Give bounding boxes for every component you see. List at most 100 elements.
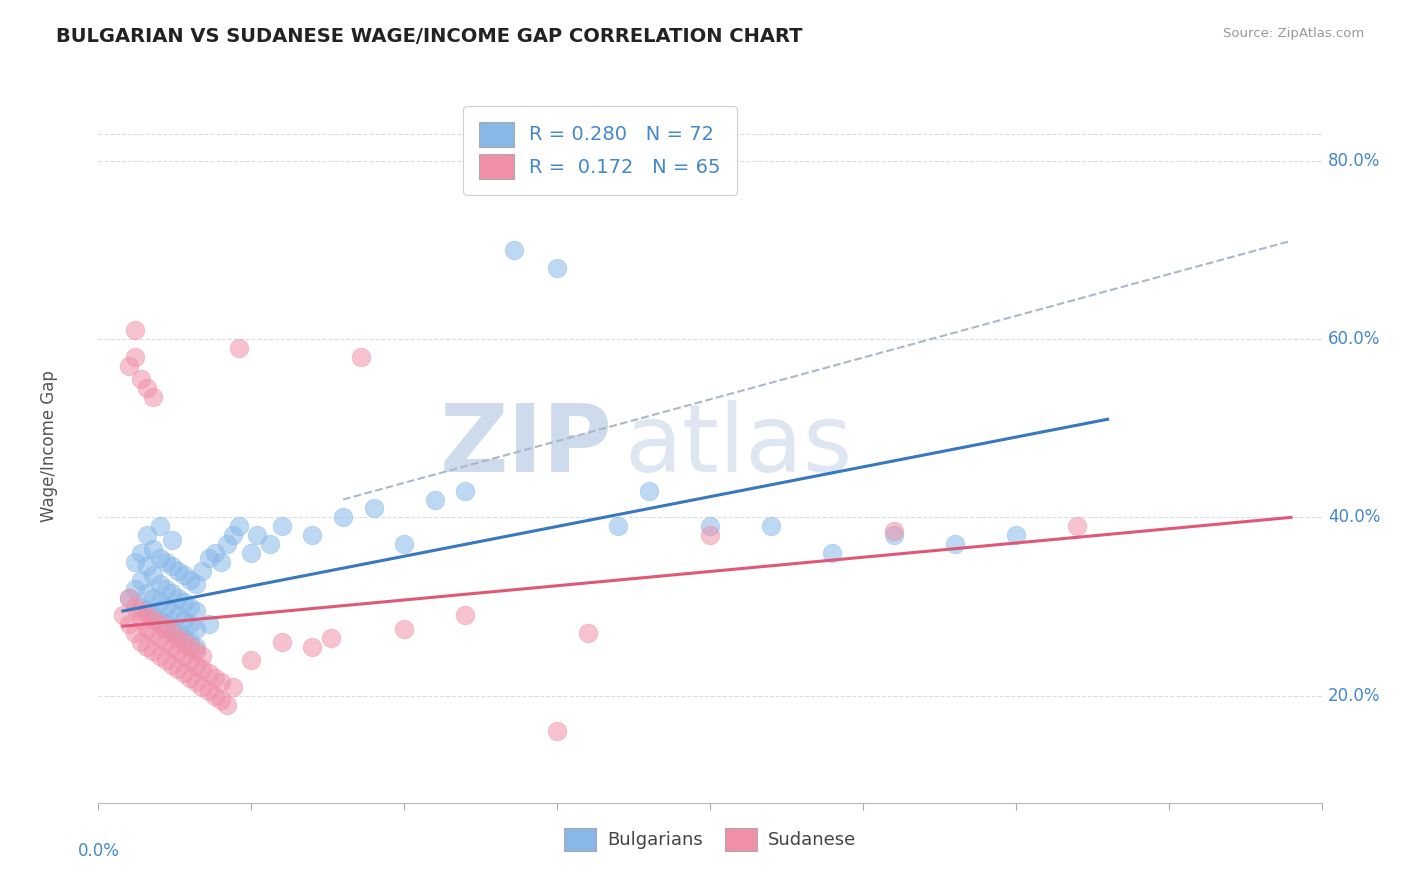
Point xyxy=(118,359,141,373)
Point xyxy=(173,613,195,627)
Point xyxy=(167,564,190,578)
Point xyxy=(155,555,177,569)
Point xyxy=(155,617,177,632)
Point xyxy=(546,724,568,739)
Point xyxy=(118,591,141,605)
Point xyxy=(699,528,721,542)
Point xyxy=(222,680,245,694)
Point xyxy=(124,582,146,596)
Point xyxy=(699,519,721,533)
Point xyxy=(759,519,782,533)
Point xyxy=(149,550,172,565)
Point xyxy=(142,568,165,582)
Point xyxy=(155,582,177,596)
Point xyxy=(186,644,208,658)
Text: 80.0%: 80.0% xyxy=(1327,152,1381,169)
Text: Wage/Income Gap: Wage/Income Gap xyxy=(41,370,59,522)
Point xyxy=(270,519,292,533)
Point xyxy=(173,568,195,582)
Point xyxy=(607,519,630,533)
Text: 60.0%: 60.0% xyxy=(1327,330,1381,348)
Point xyxy=(191,564,214,578)
Point xyxy=(160,533,183,547)
Point xyxy=(129,372,152,386)
Point xyxy=(228,341,250,355)
Point xyxy=(1004,528,1026,542)
Point xyxy=(204,689,226,703)
Point xyxy=(240,546,263,560)
Point xyxy=(179,617,201,632)
Point xyxy=(118,591,141,605)
Point xyxy=(179,640,201,654)
Point xyxy=(149,595,172,609)
Point xyxy=(111,608,134,623)
Point xyxy=(124,599,146,614)
Point xyxy=(209,675,232,690)
Point xyxy=(186,577,208,591)
Point xyxy=(155,635,177,649)
Point xyxy=(129,635,152,649)
Point xyxy=(179,671,201,685)
Point xyxy=(173,648,195,663)
Point xyxy=(576,626,599,640)
Point xyxy=(136,559,159,574)
Point xyxy=(149,519,172,533)
Point xyxy=(160,559,183,574)
Point xyxy=(186,657,208,672)
Point xyxy=(186,604,208,618)
Point xyxy=(129,573,152,587)
Point xyxy=(204,671,226,685)
Point xyxy=(142,591,165,605)
Point xyxy=(392,622,416,636)
Point xyxy=(129,546,152,560)
Point xyxy=(319,631,342,645)
Point xyxy=(136,586,159,600)
Point xyxy=(160,622,183,636)
Point xyxy=(246,528,269,542)
Point xyxy=(186,675,208,690)
Point xyxy=(149,617,172,632)
Point xyxy=(215,537,238,551)
Point xyxy=(222,528,245,542)
Point xyxy=(301,528,323,542)
Point xyxy=(228,519,250,533)
Point xyxy=(197,617,219,632)
Point xyxy=(142,541,165,556)
Point xyxy=(179,635,201,649)
Point xyxy=(142,608,165,623)
Point xyxy=(136,604,159,618)
Text: atlas: atlas xyxy=(624,400,852,492)
Text: 0.0%: 0.0% xyxy=(77,842,120,860)
Point xyxy=(454,483,477,498)
Point xyxy=(1066,519,1088,533)
Point xyxy=(350,350,373,364)
Point xyxy=(173,631,195,645)
Point xyxy=(124,323,146,337)
Legend: Bulgarians, Sudanese: Bulgarians, Sudanese xyxy=(557,821,863,858)
Text: ZIP: ZIP xyxy=(439,400,612,492)
Point xyxy=(149,577,172,591)
Point xyxy=(124,555,146,569)
Point xyxy=(197,550,219,565)
Point xyxy=(136,622,159,636)
Point xyxy=(173,635,195,649)
Point xyxy=(215,698,238,712)
Point xyxy=(173,666,195,681)
Point xyxy=(160,604,183,618)
Point xyxy=(149,613,172,627)
Point xyxy=(179,599,201,614)
Point xyxy=(179,653,201,667)
Point xyxy=(129,599,152,614)
Point xyxy=(124,350,146,364)
Point xyxy=(167,591,190,605)
Point xyxy=(197,684,219,698)
Point xyxy=(155,622,177,636)
Point xyxy=(149,631,172,645)
Point xyxy=(454,608,477,623)
Point xyxy=(204,546,226,560)
Point xyxy=(167,662,190,676)
Point xyxy=(637,483,661,498)
Text: BULGARIAN VS SUDANESE WAGE/INCOME GAP CORRELATION CHART: BULGARIAN VS SUDANESE WAGE/INCOME GAP CO… xyxy=(56,27,803,45)
Point xyxy=(191,662,214,676)
Point xyxy=(270,635,292,649)
